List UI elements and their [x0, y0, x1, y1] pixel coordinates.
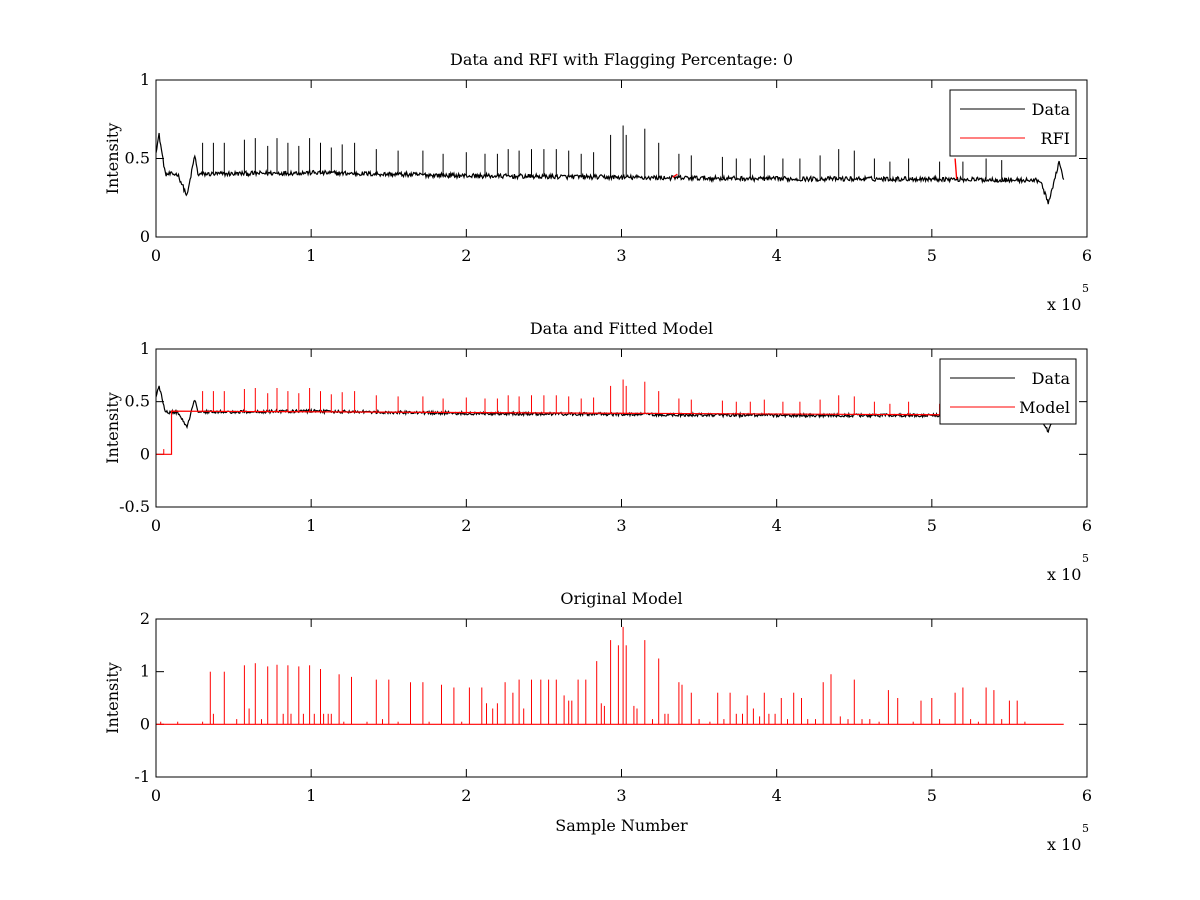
y-tick-label: 0	[140, 714, 150, 733]
legend: Data RFI	[949, 89, 1077, 157]
x-tick-label: 6	[1082, 246, 1092, 265]
x-tick-label: 3	[616, 246, 626, 265]
x-multiplier-label: x 10	[1047, 835, 1081, 854]
subplot-title: Data and Fitted Model	[530, 319, 713, 338]
y-tick-label: 0	[140, 227, 150, 246]
axes-frame	[155, 348, 1088, 508]
y-axis-label: Intensity	[103, 662, 122, 734]
x-tick-label: 5	[927, 246, 937, 265]
legend-label: Data	[1032, 369, 1071, 388]
y-tick-label: -1	[134, 767, 150, 786]
x-tick-label: 4	[772, 246, 782, 265]
data-series-line	[156, 385, 1065, 434]
axes-frame	[155, 618, 1088, 778]
legend-label: Data	[1032, 100, 1071, 119]
y-tick-label: 2	[140, 609, 150, 628]
rfi-mark	[954, 158, 958, 179]
x-tick-label: 0	[151, 516, 161, 535]
y-tick-label: 0	[140, 444, 150, 463]
y-tick-label: -0.5	[119, 497, 150, 516]
x-tick-label: 6	[1082, 516, 1092, 535]
subplot-title: Data and RFI with Flagging Percentage: 0	[450, 50, 793, 69]
y-tick-label: 1	[140, 662, 150, 681]
y-axis-label: Intensity	[103, 392, 122, 464]
x-tick-label: 2	[461, 786, 471, 805]
y-axis-label: Intensity	[103, 123, 122, 195]
x-tick-label: 1	[306, 516, 316, 535]
subplot-1: Data and RFI with Flagging Percentage: 0…	[103, 50, 1092, 314]
axes-frame	[155, 79, 1088, 238]
rfi-mark	[672, 173, 678, 178]
x-axis-label: Sample Number	[555, 816, 688, 835]
x-tick-label: 2	[461, 246, 471, 265]
subplot-2: Data and Fitted Model Intensity 0 1 2 3 4 5 6 -0.…	[103, 319, 1092, 584]
y-tick-label: 1	[140, 70, 150, 89]
subplot-title: Original Model	[560, 589, 682, 608]
plot-area	[156, 379, 1065, 455]
x-multiplier-label: x 10	[1047, 295, 1081, 314]
x-exponent-label: 5	[1082, 552, 1089, 565]
model-baseline-line	[156, 410, 1064, 455]
legend-label: RFI	[1041, 129, 1070, 148]
x-tick-label: 1	[306, 786, 316, 805]
x-tick-label: 2	[461, 516, 471, 535]
legend-box	[949, 89, 1077, 157]
x-tick-label: 0	[151, 786, 161, 805]
x-tick-label: 3	[616, 786, 626, 805]
y-tick-label: 0.5	[125, 392, 150, 411]
y-tick-label: 1	[140, 339, 150, 358]
y-tick-label: 0.5	[125, 149, 150, 168]
x-tick-label: 0	[151, 246, 161, 265]
x-tick-label: 5	[927, 786, 937, 805]
x-exponent-label: 5	[1082, 282, 1089, 295]
legend: Data Model	[939, 358, 1077, 425]
x-tick-label: 5	[927, 516, 937, 535]
subplot-3: Original Model Intensity Sample Number 0 1 2 3…	[103, 589, 1092, 854]
x-tick-label: 1	[306, 246, 316, 265]
plot-area	[156, 125, 1065, 205]
x-exponent-label: 5	[1082, 822, 1089, 835]
legend-box	[939, 358, 1077, 425]
x-multiplier-label: x 10	[1047, 565, 1081, 584]
x-tick-label: 4	[772, 786, 782, 805]
legend-label: Model	[1019, 398, 1070, 417]
x-tick-label: 3	[616, 516, 626, 535]
x-tick-label: 4	[772, 516, 782, 535]
plot-area	[156, 626, 1064, 725]
data-series-line	[156, 132, 1065, 205]
x-tick-label: 6	[1082, 786, 1092, 805]
